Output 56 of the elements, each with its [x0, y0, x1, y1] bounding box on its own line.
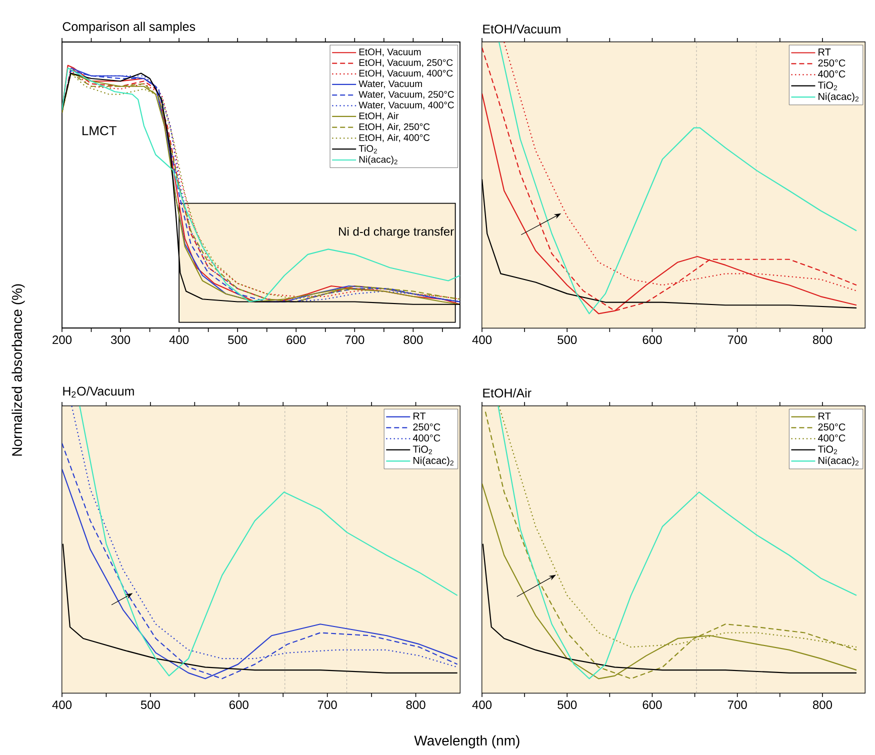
x-tick-label: 600	[286, 336, 306, 344]
legend-label: RT	[818, 412, 831, 420]
x-tick-label: 400	[472, 336, 492, 344]
legend-label: Ni(acac)$_{2}$	[818, 92, 859, 102]
chart-title: EtOH/Air	[483, 388, 532, 398]
x-tick-label: 600	[642, 336, 662, 344]
legend-label: 400°C	[818, 434, 846, 442]
legend-label: TiO$_{2}$	[358, 144, 377, 154]
legend-label: Water, Vacuum	[358, 80, 422, 88]
x-tick-label: 400	[472, 700, 492, 710]
x-axis-title: Wavelength (nm)	[414, 735, 520, 748]
legend-label: 400°C	[818, 70, 846, 78]
x-tick-label: 800	[406, 700, 426, 710]
chart-title: EtOH/Vacuum	[483, 24, 560, 34]
chart-title: H$_{2}$O/Vacuum	[63, 386, 134, 398]
x-tick-label: 700	[728, 336, 747, 344]
x-tick-label: 800	[404, 336, 423, 344]
y-axis-title: Normalized absorbance (%)	[12, 284, 25, 456]
x-tick-label: 600	[229, 700, 248, 710]
x-tick-label: 700	[318, 700, 337, 710]
legend-label: TiO$_{2}$	[412, 445, 432, 454]
legend-label: EtOH, Air, 400°C	[359, 134, 430, 142]
legend-label: Water, Vacuum, 400°C	[358, 102, 454, 110]
legend-label: EtOH, Air, 250°C	[359, 123, 430, 132]
legend-label: Water, Vacuum, 250°C	[358, 90, 454, 99]
x-tick-label: 800	[812, 700, 832, 710]
legend-label: EtOH, Vacuum	[359, 48, 421, 56]
legend-label: 250°C	[818, 423, 846, 431]
x-tick-label: 400	[169, 336, 189, 344]
legend-label: TiO$_{2}$	[818, 445, 838, 454]
x-tick-label: 500	[558, 336, 577, 344]
annotation: LMCT	[82, 126, 117, 136]
legend-label: 400°C	[412, 434, 440, 442]
legend-label: 250°C	[413, 423, 440, 431]
x-tick-label: 200	[52, 336, 72, 344]
legend-label: Ni(acac)$_{2}$	[359, 156, 398, 165]
band-label: Ni d-d charge transfer	[339, 226, 454, 238]
x-tick-label: 500	[140, 700, 160, 710]
x-tick-label: 400	[52, 700, 72, 710]
chart-title: Comparison all samples	[62, 22, 196, 34]
x-tick-label: 600	[642, 700, 662, 710]
legend-label: Ni(acac)$_{2}$	[414, 456, 454, 466]
legend-label: TiO$_{2}$	[818, 81, 838, 90]
x-tick-label: 500	[558, 700, 577, 710]
legend-label: RT	[818, 48, 831, 56]
legend-label: Ni(acac)$_{2}$	[818, 456, 859, 466]
legend-label: RT	[414, 412, 426, 420]
x-tick-label: 700	[728, 700, 747, 710]
legend-label: 250°C	[818, 59, 846, 67]
legend-label: EtOH, Air	[359, 112, 399, 120]
x-tick-label: 800	[812, 336, 832, 344]
x-tick-label: 700	[345, 336, 364, 344]
x-tick-label: 500	[228, 336, 248, 344]
legend-label: EtOH, Vacuum, 250°C	[359, 59, 453, 68]
x-tick-label: 300	[110, 336, 130, 344]
legend-label: EtOH, Vacuum, 400°C	[359, 70, 453, 78]
